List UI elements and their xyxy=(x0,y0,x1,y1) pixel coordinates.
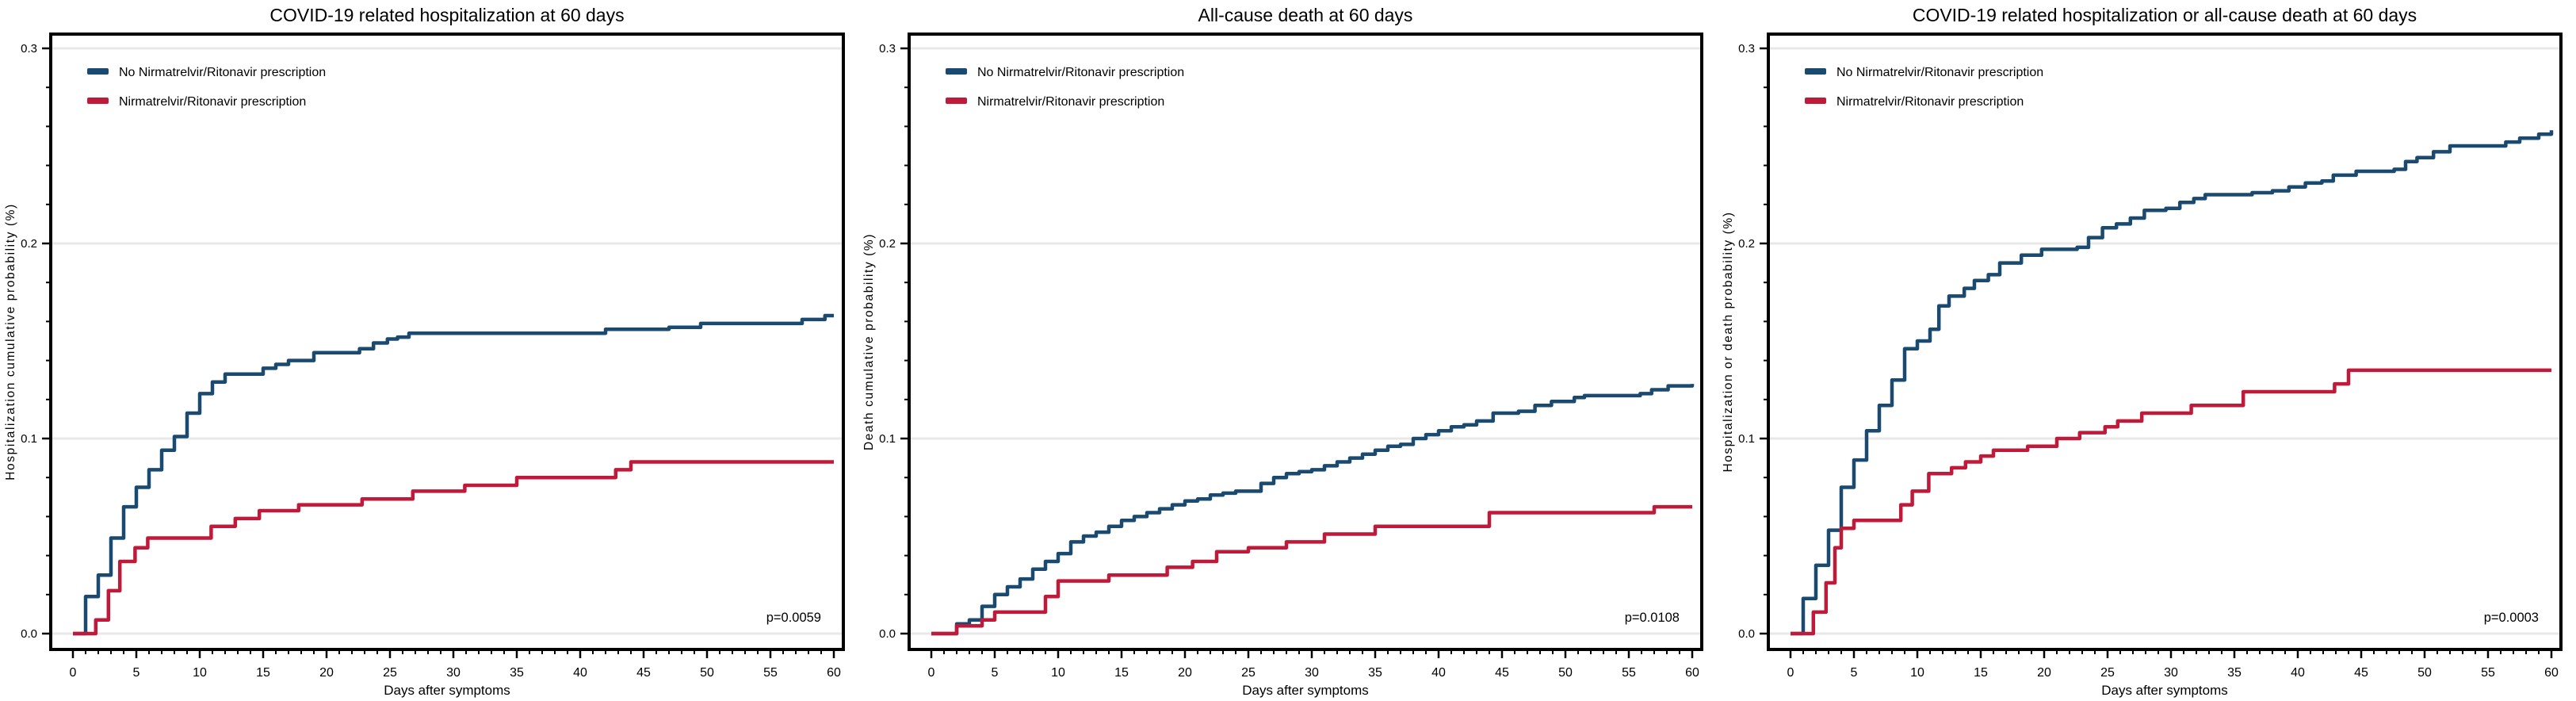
legend-swatch-icon xyxy=(1804,68,1826,75)
x-tick-label: 20 xyxy=(319,666,334,680)
x-tick-label: 40 xyxy=(2291,666,2305,680)
legend-label: Nirmatrelvir/Ritonavir prescription xyxy=(977,95,1164,109)
y-tick-label: 0.0 xyxy=(879,627,896,641)
x-tick-label: 55 xyxy=(1622,666,1636,680)
x-tick-label: 25 xyxy=(1241,666,1256,680)
y-tick-label: 0.2 xyxy=(21,237,37,251)
y-tick-label: 0.2 xyxy=(1738,237,1755,251)
legend-label: No Nirmatrelvir/Ritonavir prescription xyxy=(1836,66,2043,79)
y-tick-label: 0.1 xyxy=(879,432,896,446)
x-tick-label: 55 xyxy=(2481,666,2495,680)
x-tick-label: 10 xyxy=(1910,666,1924,680)
p-value-label: p=0.0108 xyxy=(1625,611,1680,625)
x-tick-label: 25 xyxy=(383,666,397,680)
y-tick-label: 0.3 xyxy=(21,42,37,56)
x-tick-label: 35 xyxy=(2227,666,2242,680)
chart-title: COVID-19 related hospitalization or all-… xyxy=(1913,5,2417,25)
x-tick-label: 25 xyxy=(2100,666,2115,680)
x-tick-label: 50 xyxy=(700,666,714,680)
series-curve-no-prescription xyxy=(72,313,834,636)
x-tick-label: 15 xyxy=(256,666,270,680)
y-tick-label: 0.1 xyxy=(21,432,37,446)
x-axis-label: Days after symptoms xyxy=(1243,683,1370,698)
x-tick-label: 5 xyxy=(1850,666,1857,680)
series-curve-no-prescription xyxy=(931,384,1695,636)
legend-swatch-icon xyxy=(1804,98,1826,104)
series-curve-prescription xyxy=(1790,368,2551,636)
x-tick-label: 35 xyxy=(510,666,524,680)
plot-border xyxy=(1766,33,2563,651)
y-axis-label: Hospitalization cumulative probability (… xyxy=(4,203,17,480)
km-chart-death: 0.0 0.1 0.2 0.3 0 5 10 15 20 25 30 35 40 45 50 55 60 All-… xyxy=(862,5,1704,698)
km-chart-hospitalization: 0.0 0.1 0.2 0.3 0 5 10 15 20 25 30 35 40 45 50 55 60 COVI… xyxy=(4,5,845,698)
p-value-label: p=0.0003 xyxy=(2483,611,2538,625)
x-axis-label: Days after symptoms xyxy=(384,683,510,698)
x-tick-label: 10 xyxy=(1051,666,1065,680)
y-axis-label: Death cumulative probability (%) xyxy=(862,233,876,450)
x-tick-label: 55 xyxy=(763,666,778,680)
x-tick-label: 15 xyxy=(1974,666,1988,680)
legend-label: Nirmatrelvir/Ritonavir prescription xyxy=(119,95,306,109)
p-value-label: p=0.0059 xyxy=(766,611,821,625)
x-tick-label: 20 xyxy=(2037,666,2051,680)
legend-swatch-icon xyxy=(946,68,968,75)
legend-label: No Nirmatrelvir/Ritonavir prescription xyxy=(119,66,326,79)
series-curve-prescription xyxy=(72,460,834,636)
y-tick-label: 0.0 xyxy=(1738,627,1755,641)
plot-border xyxy=(48,33,845,651)
x-tick-label: 50 xyxy=(1558,666,1573,680)
panel-hospitalization: 0.0 0.1 0.2 0.3 0 5 10 15 20 25 30 35 40 45 50 55 60 COVI… xyxy=(0,0,858,701)
series-curve-prescription xyxy=(931,504,1693,636)
x-tick-label: 60 xyxy=(2544,666,2559,680)
y-tick-label: 0.1 xyxy=(1738,432,1755,446)
x-tick-label: 45 xyxy=(636,666,651,680)
series-curve-no-prescription xyxy=(1790,130,2553,636)
legend-swatch-icon xyxy=(946,98,968,104)
x-tick-label: 0 xyxy=(928,666,935,680)
y-tick-label: 0.3 xyxy=(1738,42,1755,56)
x-tick-label: 50 xyxy=(2417,666,2432,680)
x-axis-label: Days after symptoms xyxy=(2101,683,2228,698)
legend-label: No Nirmatrelvir/Ritonavir prescription xyxy=(977,66,1184,79)
x-tick-label: 40 xyxy=(1431,666,1446,680)
legend-label: Nirmatrelvir/Ritonavir prescription xyxy=(1836,95,2024,109)
x-tick-label: 5 xyxy=(133,666,140,680)
x-tick-label: 20 xyxy=(1178,666,1192,680)
y-tick-label: 0.0 xyxy=(21,627,37,641)
x-tick-label: 15 xyxy=(1114,666,1129,680)
y-axis-label: Hospitalization or death probability (%) xyxy=(1722,211,1735,472)
x-tick-label: 60 xyxy=(827,666,841,680)
x-tick-label: 10 xyxy=(193,666,207,680)
plot-border xyxy=(908,33,1704,651)
x-tick-label: 35 xyxy=(1368,666,1382,680)
legend-swatch-icon xyxy=(86,68,109,75)
y-tick-label: 0.3 xyxy=(879,42,896,56)
panel-hospitalization-or-death: 0.0 0.1 0.2 0.3 0 5 10 15 20 25 30 35 40 45 50 55 60 COVI… xyxy=(1718,0,2576,701)
x-tick-label: 5 xyxy=(992,666,999,680)
chart-title: COVID-19 related hospitalization at 60 d… xyxy=(269,5,624,25)
y-tick-label: 0.2 xyxy=(879,237,896,251)
chart-title: All-cause death at 60 days xyxy=(1198,5,1413,25)
x-tick-label: 40 xyxy=(573,666,587,680)
x-tick-label: 45 xyxy=(2354,666,2368,680)
x-tick-label: 60 xyxy=(1685,666,1699,680)
km-chart-hospitalization-or-death: 0.0 0.1 0.2 0.3 0 5 10 15 20 25 30 35 40 45 50 55 60 COVI… xyxy=(1722,5,2563,698)
x-tick-label: 30 xyxy=(2164,666,2178,680)
x-tick-label: 0 xyxy=(70,666,77,680)
x-tick-label: 30 xyxy=(446,666,461,680)
x-tick-label: 0 xyxy=(1787,666,1794,680)
x-tick-label: 45 xyxy=(1495,666,1509,680)
x-tick-label: 30 xyxy=(1305,666,1319,680)
panel-death: 0.0 0.1 0.2 0.3 0 5 10 15 20 25 30 35 40 45 50 55 60 All-… xyxy=(858,0,1717,701)
legend-swatch-icon xyxy=(86,98,109,104)
